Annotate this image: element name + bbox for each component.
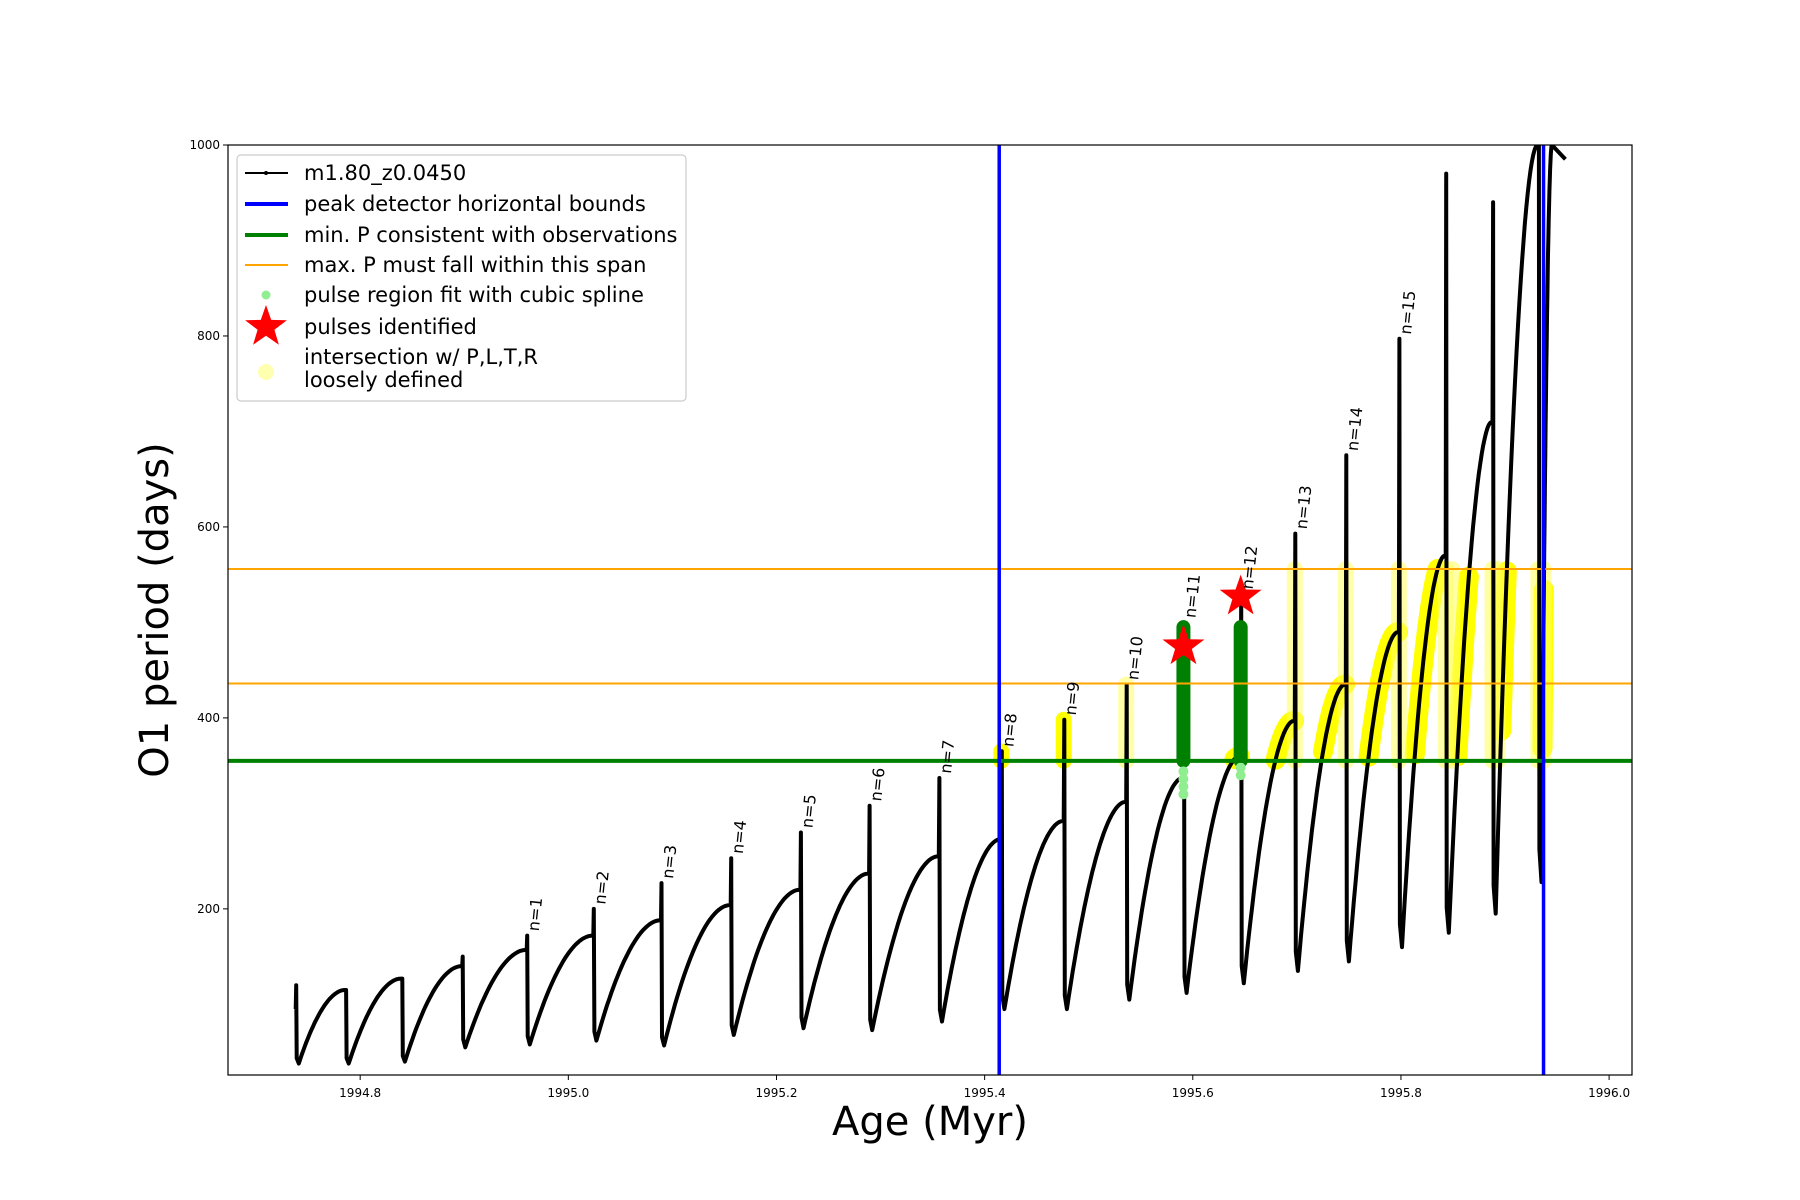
x-axis-label: Age (Myr)	[832, 1099, 1028, 1145]
x-axis-ticks: 1994.8 1995.0 1995.2 1995.4 1995.6 1995.8 1996…	[339, 1075, 1630, 1100]
pulse-label: n=1	[524, 896, 546, 932]
pulse-identified-star	[1162, 624, 1205, 665]
pulse-label: n=12	[1238, 545, 1261, 591]
x-tick-label: 1994.8	[339, 1086, 381, 1100]
pulse-label: n=10	[1123, 635, 1146, 681]
legend-label: m1.80_z0.0450	[304, 161, 466, 186]
pulse-label: n=4	[728, 819, 750, 855]
series-line	[293, 145, 1567, 1066]
y-tick-label: 600	[197, 520, 220, 534]
legend-label: min. P consistent with observations	[304, 223, 677, 247]
legend-label: intersection w/ P,L,T,R	[304, 345, 538, 369]
legend-label: pulse region fit with cubic spline	[304, 283, 644, 307]
x-tick-label: 1995.6	[1172, 1086, 1214, 1100]
y-axis-label: O1 period (days)	[132, 442, 178, 777]
x-tick-label: 1995.0	[547, 1086, 589, 1100]
pulse-label: n=2	[590, 870, 612, 906]
spline-fit-dot	[1235, 762, 1246, 773]
pulse-label: n=13	[1292, 484, 1315, 530]
pulse-label: n=15	[1396, 290, 1419, 336]
legend-label: peak detector horizontal bounds	[304, 192, 646, 216]
pulse-label: n=14	[1343, 406, 1366, 452]
y-tick-label: 200	[197, 902, 220, 916]
spline-fit-dot	[1178, 789, 1189, 800]
pulse-label: n=5	[798, 793, 820, 829]
legend-dot-icon	[261, 290, 271, 300]
x-tick-label: 1995.4	[964, 1086, 1006, 1100]
pulse-label: n=6	[866, 767, 888, 803]
plot-area: n=1 n=2 n=3 n=4 n=5 n=6 n=7 n=8 n=9 n=10 n=11 n=12 n…	[228, 145, 1632, 1075]
pulse-label: n=9	[1061, 681, 1083, 717]
x-tick-label: 1995.8	[1380, 1086, 1422, 1100]
spline-fit-dot	[1178, 774, 1189, 785]
pulse-label: n=3	[658, 844, 680, 880]
y-axis-ticks: 200 400 600 800 1000	[189, 138, 228, 916]
legend-star-icon	[245, 305, 287, 345]
x-tick-label: 1995.2	[755, 1086, 797, 1100]
axes-frame	[227, 144, 1633, 1076]
legend-dot-icon	[258, 364, 274, 380]
y-tick-label: 800	[197, 329, 220, 343]
pulse-label: n=11	[1181, 573, 1204, 619]
plot-layers: n=1 n=2 n=3 n=4 n=5 n=6 n=7 n=8 n=9 n=10 n=11 n=12 n…	[228, 145, 1632, 1075]
pulse-label: n=8	[998, 712, 1020, 748]
y-tick-label: 1000	[189, 138, 220, 152]
pulse-label: n=7	[936, 739, 958, 775]
legend-label: pulses identified	[304, 315, 477, 339]
pulse-identified-star	[1219, 574, 1262, 615]
legend-label: loosely defined	[304, 368, 463, 392]
x-tick-label: 1996.0	[1588, 1086, 1630, 1100]
legend-marker-icon	[264, 171, 268, 175]
spline-fit-dot	[1178, 766, 1189, 777]
spline-fit-dot	[1235, 770, 1246, 781]
legend-label: max. P must fall within this span	[304, 253, 646, 277]
legend-box	[236, 154, 687, 402]
y-tick-label: 400	[197, 711, 220, 725]
spline-fit-dot	[1178, 781, 1189, 792]
